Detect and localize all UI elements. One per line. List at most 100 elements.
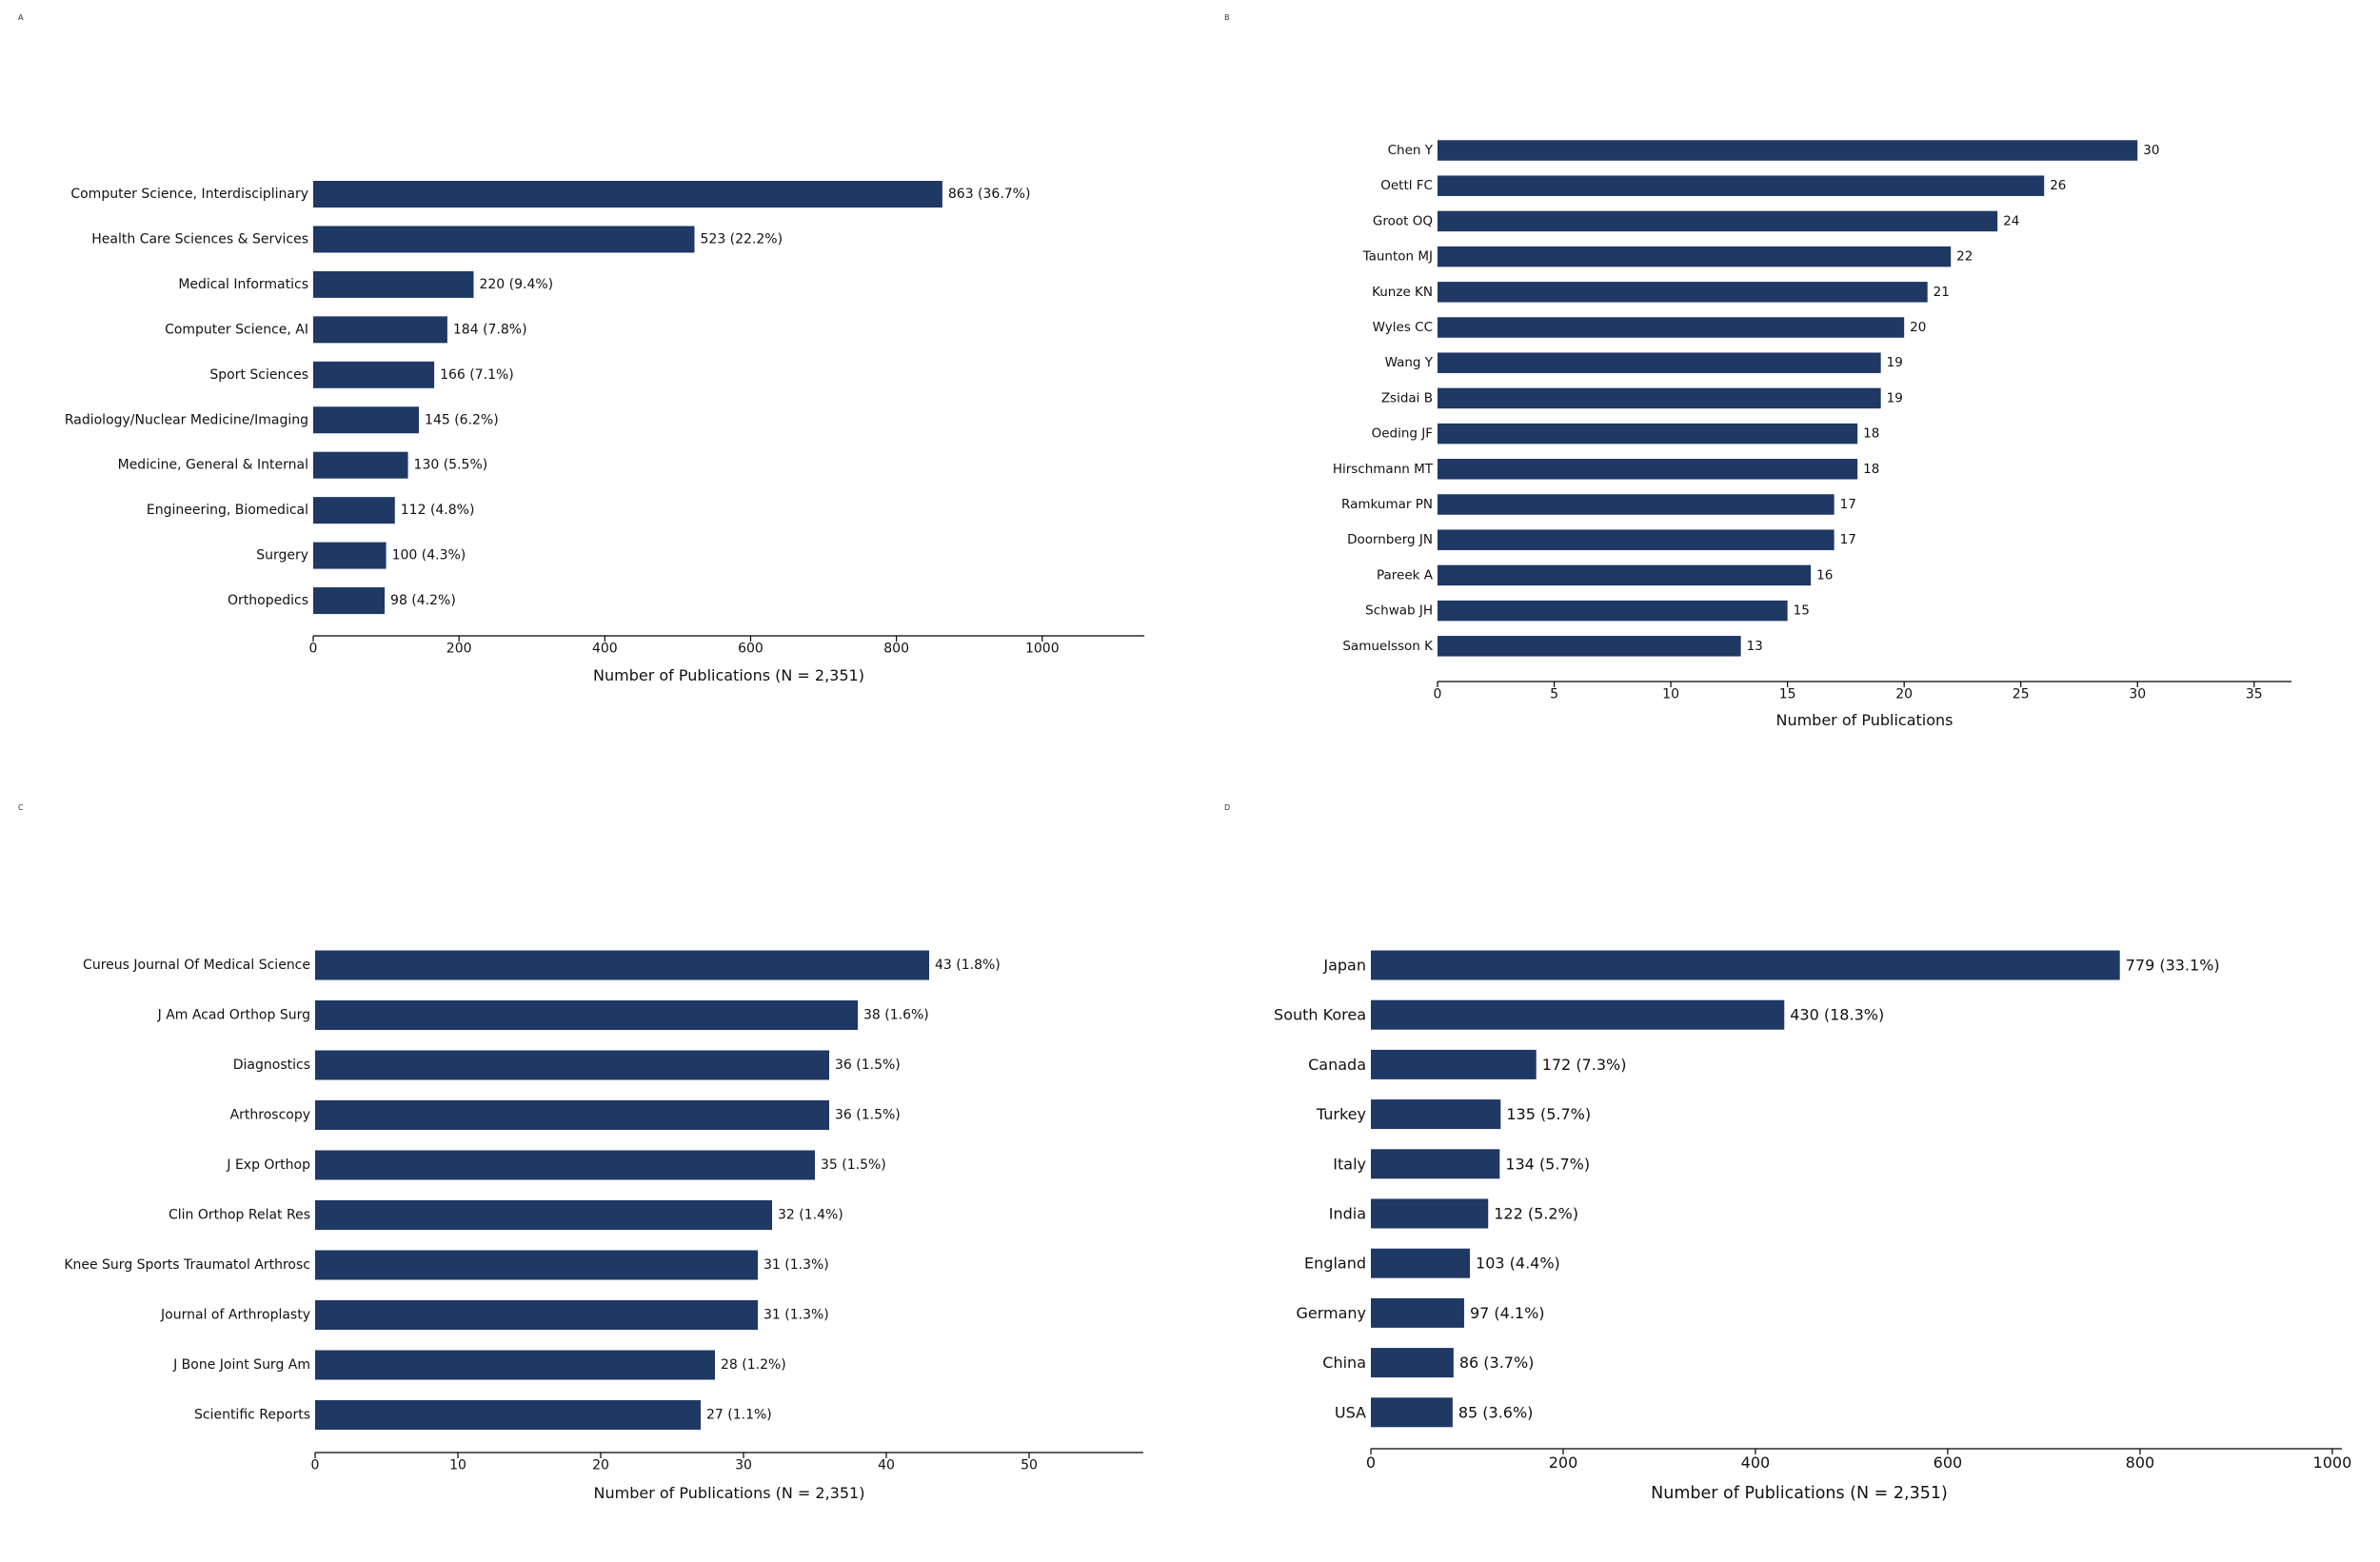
x-tick-label: 35 xyxy=(2246,687,2263,702)
data-label: 32 (1.4%) xyxy=(778,1208,843,1223)
category-label: South Korea xyxy=(1274,1006,1366,1024)
bar xyxy=(313,587,386,615)
data-label: 172 (7.3%) xyxy=(1542,1056,1627,1074)
data-label: 17 xyxy=(1840,497,1856,512)
data-label: 18 xyxy=(1863,426,1879,442)
data-label: 145 (6.2%) xyxy=(425,412,499,427)
data-label: 85 (3.6%) xyxy=(1458,1403,1534,1421)
bar xyxy=(1438,600,1788,622)
bar xyxy=(1371,950,2120,980)
category-label: Computer Science, Interdisciplinary xyxy=(70,187,308,202)
data-label: 22 xyxy=(1956,249,1973,265)
bar xyxy=(1371,1049,1537,1079)
bar xyxy=(315,1050,829,1080)
bar xyxy=(1438,282,1928,303)
bar xyxy=(1438,564,1812,586)
category-label: Kunze KN xyxy=(1372,285,1433,300)
bar xyxy=(315,1250,758,1280)
data-label: 43 (1.8%) xyxy=(935,958,1001,973)
category-label: Diagnostics xyxy=(233,1058,310,1073)
category-label: Cureus Journal Of Medical Science xyxy=(83,958,310,973)
x-axis-label: Number of Publications (N = 2,351) xyxy=(593,666,864,684)
data-label: 430 (18.3%) xyxy=(1790,1006,1884,1024)
bar-chart-subject-categories: Computer Science, Interdisciplinary 863 (… xyxy=(65,181,1144,684)
category-label: Oettl FC xyxy=(1380,178,1433,193)
x-tick-label: 20 xyxy=(1895,687,1913,702)
bar xyxy=(1438,636,1741,657)
panel-label-b: B xyxy=(1224,13,1230,22)
panel-a: A Computer Science, Interdisciplinary 863… xyxy=(0,0,1190,781)
data-label: 31 (1.3%) xyxy=(764,1308,829,1323)
bar-chart-authors: Chen Y 30 Oettl FC 26 Groot OQ 24 Taunton MJ 22… xyxy=(1333,140,2291,729)
x-axis-label: Number of Publications xyxy=(1775,711,1953,729)
data-label: 863 (36.7%) xyxy=(948,187,1031,202)
bar xyxy=(313,181,942,208)
category-label: USA xyxy=(1335,1403,1366,1421)
x-tick-label: 600 xyxy=(738,642,764,657)
x-tick-label: 800 xyxy=(883,642,909,657)
data-label: 38 (1.6%) xyxy=(863,1008,929,1023)
category-label: Scientific Reports xyxy=(194,1408,310,1423)
category-label: Computer Science, AI xyxy=(165,322,308,337)
category-label: Schwab JH xyxy=(1365,603,1433,619)
category-label: China xyxy=(1322,1354,1366,1372)
x-tick-label: 40 xyxy=(878,1458,895,1473)
bar xyxy=(1371,1397,1453,1428)
bar xyxy=(1438,175,2045,196)
x-tick-label: 10 xyxy=(449,1458,466,1473)
data-label: 16 xyxy=(1816,567,1833,583)
x-tick-label: 1000 xyxy=(1025,642,1060,657)
data-label: 100 (4.3%) xyxy=(392,548,466,564)
category-label: Zsidai B xyxy=(1381,390,1433,405)
bar xyxy=(1438,317,1905,338)
data-label: 27 (1.1%) xyxy=(706,1408,772,1423)
panel-label-a: A xyxy=(18,13,24,22)
bar xyxy=(1371,1297,1464,1328)
bar xyxy=(313,497,395,524)
data-label: 523 (22.2%) xyxy=(701,231,783,247)
bar xyxy=(1438,423,1858,445)
data-label: 13 xyxy=(1747,639,1763,654)
x-tick-label: 0 xyxy=(1366,1453,1376,1472)
data-label: 36 (1.5%) xyxy=(835,1058,901,1073)
data-label: 184 (7.8%) xyxy=(453,322,527,337)
category-label: Wyles CC xyxy=(1373,320,1433,335)
x-tick-label: 25 xyxy=(2013,687,2030,702)
category-label: Medical Informatics xyxy=(178,277,308,292)
data-label: 134 (5.7%) xyxy=(1505,1155,1590,1173)
data-label: 220 (9.4%) xyxy=(479,277,553,292)
data-label: 103 (4.4%) xyxy=(1476,1255,1560,1273)
category-label: J Exp Orthop xyxy=(226,1157,310,1173)
bar xyxy=(1438,494,1835,515)
data-label: 130 (5.5%) xyxy=(414,458,488,473)
bar-chart-journals: Cureus Journal Of Medical Science 43 (1.8… xyxy=(64,950,1143,1502)
bar xyxy=(313,361,435,388)
category-label: Germany xyxy=(1296,1304,1366,1322)
data-label: 21 xyxy=(1934,285,1950,300)
category-label: J Bone Joint Surg Am xyxy=(172,1357,310,1373)
x-tick-label: 0 xyxy=(1434,687,1442,702)
x-tick-label: 1000 xyxy=(2313,1453,2352,1472)
bar xyxy=(313,270,474,298)
bar xyxy=(315,1300,758,1330)
bar xyxy=(313,406,420,434)
x-tick-label: 10 xyxy=(1662,687,1679,702)
category-label: Medicine, General & Internal xyxy=(118,458,308,473)
bar xyxy=(1438,529,1835,550)
category-label: Arthroscopy xyxy=(230,1108,310,1123)
data-label: 35 (1.5%) xyxy=(821,1157,886,1173)
x-tick-label: 600 xyxy=(1934,1453,1963,1472)
category-label: Groot OQ xyxy=(1373,213,1433,228)
category-label: Health Care Sciences & Services xyxy=(91,231,308,247)
x-tick-label: 20 xyxy=(592,1458,609,1473)
bar xyxy=(315,1000,858,1030)
bar xyxy=(1438,352,1881,373)
x-axis-label: Number of Publications (N = 2,351) xyxy=(1651,1484,1948,1503)
x-tick-label: 0 xyxy=(311,1458,320,1473)
category-label: Italy xyxy=(1333,1155,1366,1173)
x-tick-label: 800 xyxy=(2126,1453,2155,1472)
data-label: 26 xyxy=(2050,178,2066,193)
data-label: 17 xyxy=(1840,532,1856,547)
category-label: Radiology/Nuclear Medicine/Imaging xyxy=(65,412,308,427)
data-label: 19 xyxy=(1887,390,1903,405)
